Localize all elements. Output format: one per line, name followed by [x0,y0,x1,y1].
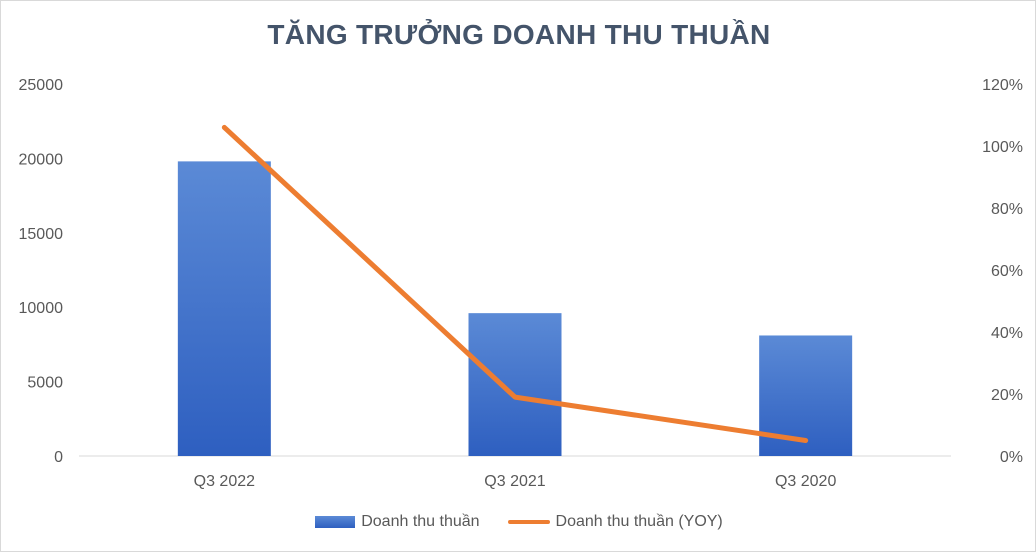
left-tick-label: 15000 [19,226,64,243]
right-tick-label: 20% [991,387,1023,404]
left-tick-label: 0 [54,449,63,466]
right-axis-ticks: 0% 20% 40% 60% 80% 100% 120% [982,77,1023,466]
bar [468,313,562,456]
category-label: Q3 2020 [775,473,836,490]
legend-line-swatch [507,520,550,524]
chart-title: TĂNG TRƯỞNG DOANH THU THUẦN [267,19,771,50]
left-tick-label: 20000 [19,151,64,168]
legend-bar-swatch [315,516,356,528]
category-label: Q3 2022 [194,473,255,490]
left-tick-label: 5000 [27,375,63,392]
bar-series [177,161,853,456]
right-tick-label: 0% [1000,449,1023,466]
legend-item-bar: Doanh thu thuần [315,513,480,531]
right-tick-label: 60% [991,263,1023,280]
left-tick-label: 10000 [19,300,64,317]
right-tick-label: 120% [982,77,1023,94]
left-axis-ticks: 0 5000 10000 15000 20000 25000 [19,77,64,466]
category-label: Q3 2021 [484,473,545,490]
right-tick-label: 100% [982,139,1023,156]
right-tick-label: 80% [991,201,1023,218]
chart-legend: Doanh thu thuần Doanh thu thuần (YOY) [1,509,1036,535]
yoy-line-series [221,124,809,443]
right-tick-label: 40% [991,325,1023,342]
bar [177,161,271,456]
legend-bar-label: Doanh thu thuần [361,513,480,530]
legend-line-label: Doanh thu thuần (YOY) [555,513,723,530]
category-labels: Q3 2022 Q3 2021 Q3 2020 [194,473,837,490]
left-tick-label: 25000 [19,77,64,94]
legend-item-line: Doanh thu thuần (YOY) [507,513,723,531]
